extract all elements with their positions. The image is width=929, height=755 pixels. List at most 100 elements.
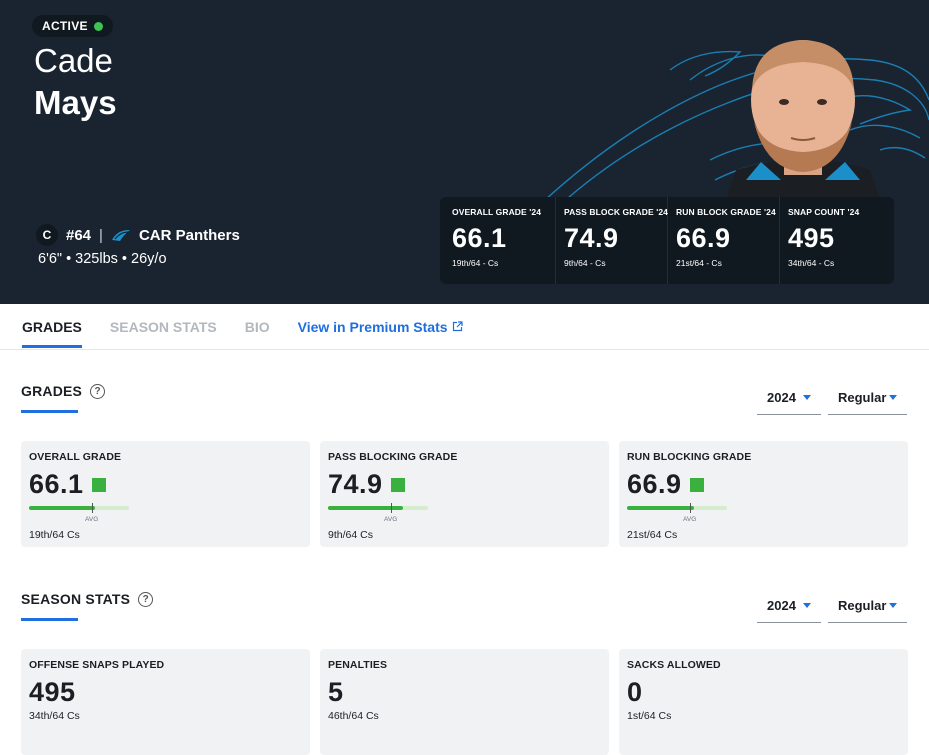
help-icon[interactable]: ?	[90, 383, 106, 399]
summary-label: RUN BLOCK GRADE '24	[676, 207, 776, 217]
run-blocking-grade-card: RUN BLOCKING GRADE 66.9 AVG 21st/64 Cs	[619, 441, 908, 547]
summary-pass-block-grade: PASS BLOCK GRADE '24 74.9 9th/64 - Cs	[556, 197, 668, 284]
summary-value: 74.9	[564, 223, 619, 253]
card-label: PENALTIES	[328, 659, 388, 671]
card-value-row: 495	[29, 677, 302, 708]
avg-marker	[391, 503, 392, 513]
card-value: 0	[627, 677, 643, 707]
grade-bar-fill	[29, 506, 96, 510]
chevron-down-icon	[803, 603, 811, 608]
separator: |	[99, 226, 103, 244]
team-link[interactable]: CAR Panthers	[138, 226, 240, 244]
summary-value: 66.9	[676, 223, 731, 253]
card-value: 495	[29, 677, 76, 707]
grade-color-indicator	[91, 477, 106, 492]
status-badge: ACTIVE	[32, 15, 113, 37]
summary-rank: 34th/64 - Cs	[788, 258, 835, 268]
summary-run-block-grade: RUN BLOCK GRADE '24 66.9 21st/64 - Cs	[668, 197, 780, 284]
player-first-name: Cade	[34, 42, 113, 79]
card-label: OVERALL GRADE	[29, 451, 122, 463]
card-value-row: 5	[328, 677, 601, 708]
card-value-row: 66.9	[627, 469, 900, 500]
summary-value: 66.1	[452, 223, 507, 253]
card-value-row: 66.1	[29, 469, 302, 500]
help-icon[interactable]: ?	[138, 591, 154, 607]
summary-label: PASS BLOCK GRADE '24	[564, 207, 668, 217]
chevron-down-icon	[803, 395, 811, 400]
summary-rank: 9th/64 - Cs	[564, 258, 606, 268]
summary-overall-grade: OVERALL GRADE '24 66.1 19th/64 - Cs	[444, 197, 556, 284]
external-link-icon	[452, 321, 463, 332]
player-team-line: C #64 | CAR Panthers	[36, 224, 240, 246]
avg-label: AVG	[85, 516, 99, 523]
card-value-row: 0	[627, 677, 900, 708]
grade-bar: AVG	[627, 503, 727, 523]
premium-stats-link[interactable]: View in Premium Stats	[298, 319, 463, 335]
section-title: SEASON STATS	[21, 591, 131, 607]
season-type-select[interactable]: Regular	[828, 589, 907, 623]
position-badge: C	[36, 224, 58, 246]
tab-bio[interactable]: BIO	[244, 318, 270, 335]
summary-label: SNAP COUNT '24	[788, 207, 860, 217]
summary-label: OVERALL GRADE '24	[452, 207, 542, 217]
season-stats-section-header: SEASON STATS ?	[21, 591, 154, 607]
season-type-select-value: Regular	[838, 390, 887, 405]
offense-snaps-card: OFFENSE SNAPS PLAYED 495 34th/64 Cs	[21, 649, 310, 755]
panthers-logo-icon	[111, 230, 130, 241]
premium-stats-label: View in Premium Stats	[297, 318, 448, 335]
jersey-number: #64	[66, 226, 92, 244]
penalties-card: PENALTIES 5 46th/64 Cs	[320, 649, 609, 755]
card-rank: 9th/64 Cs	[328, 529, 373, 541]
card-value: 5	[328, 677, 344, 707]
player-last-name: Mays	[34, 84, 117, 121]
grade-summary-card: OVERALL GRADE '24 66.1 19th/64 - Cs PASS…	[440, 197, 894, 284]
status-dot-icon	[93, 21, 103, 31]
grade-bar-fill	[328, 506, 403, 510]
card-label: RUN BLOCKING GRADE	[627, 451, 752, 463]
card-label: PASS BLOCKING GRADE	[328, 451, 458, 463]
avg-marker	[690, 503, 691, 513]
season-type-select-value: Regular	[838, 598, 887, 613]
player-bio-line: 6'6" • 325lbs • 26y/o	[38, 251, 167, 267]
section-underline	[21, 410, 78, 413]
summary-rank: 19th/64 - Cs	[452, 258, 499, 268]
card-value: 74.9	[328, 469, 383, 499]
card-rank: 34th/64 Cs	[29, 710, 80, 722]
year-select[interactable]: 2024	[757, 589, 821, 623]
status-label: ACTIVE	[42, 19, 88, 33]
player-hero: ACTIVE Cade Mays C #64	[0, 0, 929, 304]
avg-marker	[92, 503, 93, 513]
chevron-down-icon	[889, 603, 897, 608]
season-type-select[interactable]: Regular	[828, 381, 907, 415]
pass-blocking-grade-card: PASS BLOCKING GRADE 74.9 AVG 9th/64 Cs	[320, 441, 609, 547]
overall-grade-card: OVERALL GRADE 66.1 AVG 19th/64 Cs	[21, 441, 310, 547]
grade-bar: AVG	[328, 503, 428, 523]
section-underline	[21, 618, 78, 621]
grades-section-header: GRADES ?	[21, 383, 106, 399]
year-select[interactable]: 2024	[757, 381, 821, 415]
tab-grades[interactable]: GRADES	[22, 304, 82, 350]
section-title: GRADES	[21, 383, 83, 399]
summary-value: 495	[788, 223, 835, 253]
card-label: OFFENSE SNAPS PLAYED	[29, 659, 165, 671]
grade-bar: AVG	[29, 503, 129, 523]
summary-snap-count: SNAP COUNT '24 495 34th/64 - Cs	[780, 197, 892, 284]
grade-bar-fill	[627, 506, 694, 510]
year-select-value: 2024	[767, 390, 796, 405]
card-value-row: 74.9	[328, 469, 601, 500]
year-select-value: 2024	[767, 598, 796, 613]
chevron-down-icon	[889, 395, 897, 400]
player-headshot	[726, 40, 880, 200]
card-rank: 21st/64 Cs	[627, 529, 678, 541]
avg-label: AVG	[384, 516, 398, 523]
grade-color-indicator	[390, 477, 405, 492]
avg-label: AVG	[683, 516, 697, 523]
summary-rank: 21st/64 - Cs	[676, 258, 722, 268]
sacks-allowed-card: SACKS ALLOWED 0 1st/64 Cs	[619, 649, 908, 755]
tab-season-stats[interactable]: SEASON STATS	[109, 318, 217, 335]
card-value: 66.9	[627, 469, 682, 499]
card-label: SACKS ALLOWED	[627, 659, 721, 671]
card-rank: 1st/64 Cs	[627, 710, 672, 722]
card-rank: 46th/64 Cs	[328, 710, 379, 722]
card-rank: 19th/64 Cs	[29, 529, 80, 541]
